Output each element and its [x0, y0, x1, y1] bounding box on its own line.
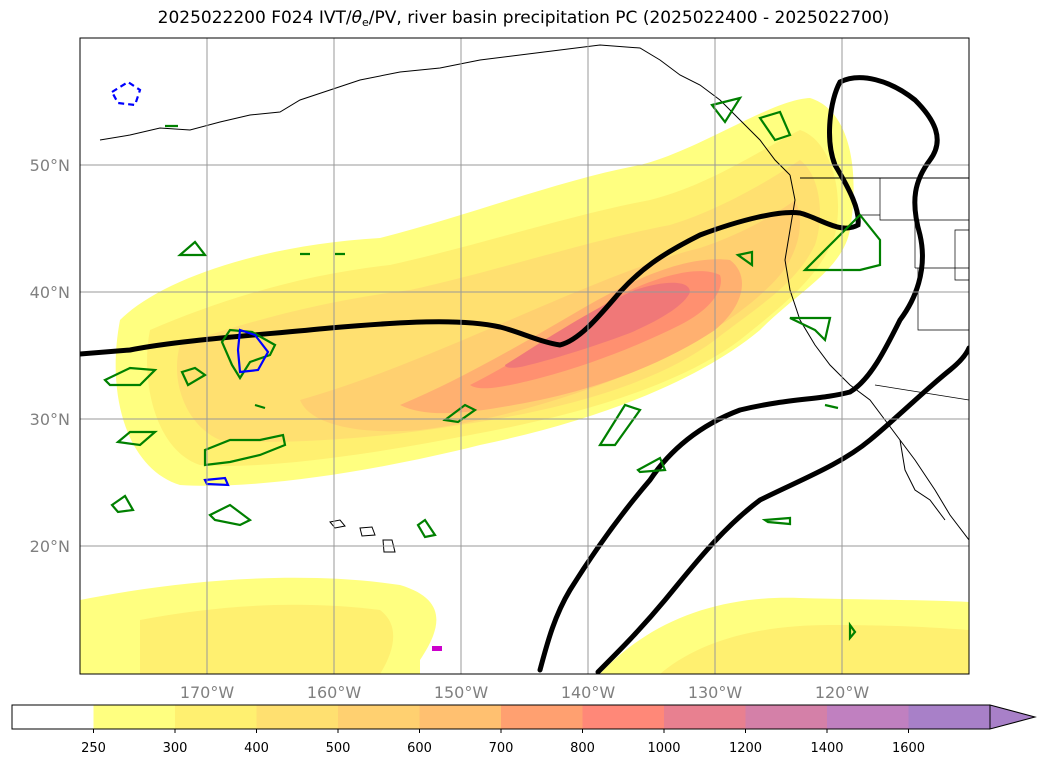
colorbar: 250 300 400 500 600 700 800 1000 1200 1400 1600 — [11, 704, 1037, 756]
pv-contour — [442, 403, 478, 424]
longitude-labels: 170°W 160°W 150°W 140°W 130°W 120°W — [180, 683, 870, 702]
colorbar-segment — [12, 705, 94, 729]
pv-contour — [165, 124, 839, 410]
pv-contour — [758, 110, 792, 142]
map-title: 2025022200 F024 IVT/θe/PV, river basin p… — [157, 8, 890, 29]
lon-label: 120°W — [815, 683, 870, 702]
hawaii-islands — [329, 519, 396, 553]
pv-contour — [802, 213, 882, 272]
colorbar-label: 800 — [570, 741, 595, 756]
pv-contour — [110, 494, 135, 514]
colorbar-segment — [745, 705, 828, 729]
colorbar-segment — [664, 705, 746, 729]
colorbar-label: 600 — [407, 741, 432, 756]
colorbar-segment — [338, 705, 420, 729]
lat-label: 30°N — [30, 410, 70, 429]
pv-contour — [416, 518, 437, 539]
lon-label: 150°W — [434, 683, 489, 702]
pv-contour — [115, 430, 158, 447]
ivt-band-500 — [300, 200, 800, 432]
colorbar-segment — [908, 705, 991, 729]
lon-label: 170°W — [180, 683, 235, 702]
lat-label: 40°N — [30, 283, 70, 302]
pv-contour — [177, 240, 208, 257]
pv-contour — [848, 621, 857, 642]
ivt-band-southeast-inner — [660, 625, 969, 674]
pv-contour — [735, 250, 754, 268]
lon-label: 130°W — [688, 683, 743, 702]
colorbar-label: 300 — [163, 741, 188, 756]
pv-negative-contour — [236, 328, 270, 374]
pv-contour — [789, 316, 832, 343]
pv-contour — [636, 456, 667, 474]
pv-negative-contour — [110, 80, 142, 107]
ivt-band-400 — [176, 160, 821, 442]
precip-marker — [432, 646, 442, 651]
precip-contour — [432, 646, 442, 651]
lat-label: 20°N — [30, 537, 70, 556]
theta-e-contour-south — [595, 345, 969, 674]
baja-coastline — [899, 439, 946, 521]
pv-positive-contours — [103, 96, 882, 642]
plot-area — [80, 44, 969, 674]
pv-contour — [710, 96, 743, 124]
ivt-band-800 — [505, 282, 690, 368]
theta-e-contour-north — [80, 75, 940, 673]
pv-contour — [220, 328, 277, 381]
colorbar-label: 1000 — [647, 741, 680, 756]
colorbar-label: 400 — [244, 741, 269, 756]
lat-label: 50°N — [30, 156, 70, 175]
pv-contour — [203, 433, 287, 467]
pv-contour — [598, 403, 642, 447]
colorbar-label: 250 — [81, 741, 106, 756]
alaska-coastline — [99, 44, 791, 176]
colorbar-segment — [582, 705, 665, 729]
ivt-shading — [80, 98, 969, 674]
theta-e-contours — [80, 75, 969, 674]
pv-contour — [208, 503, 253, 527]
latitude-labels: 50°N 40°N 30°N 20°N — [30, 156, 70, 556]
lon-label: 160°W — [307, 683, 362, 702]
gridlines — [80, 38, 969, 674]
colorbar-segment — [256, 705, 339, 729]
colorbar-label: 700 — [489, 741, 514, 756]
colorbar-label: 1400 — [810, 741, 843, 756]
colorbar-label: 1200 — [729, 741, 762, 756]
map-frame — [79, 37, 970, 675]
colorbar-label: 1600 — [892, 741, 925, 756]
pv-contour — [180, 366, 208, 387]
colorbar-segment — [93, 705, 176, 729]
pv-contour — [103, 366, 158, 387]
colorbar-extend-arrow — [989, 704, 1037, 730]
ivt-band-south-inner — [140, 604, 394, 674]
colorbar-label: 500 — [326, 741, 351, 756]
colorbar-segment — [827, 705, 909, 729]
colorbar-segment — [175, 705, 257, 729]
lon-label: 140°W — [561, 683, 616, 702]
west-coast-coastline — [784, 174, 969, 541]
colorbar-segment — [419, 705, 502, 729]
pv-contour — [761, 516, 792, 526]
pv-negative-contours — [110, 80, 270, 487]
colorbar-segment — [501, 705, 583, 729]
pv-negative-contour — [203, 476, 230, 487]
